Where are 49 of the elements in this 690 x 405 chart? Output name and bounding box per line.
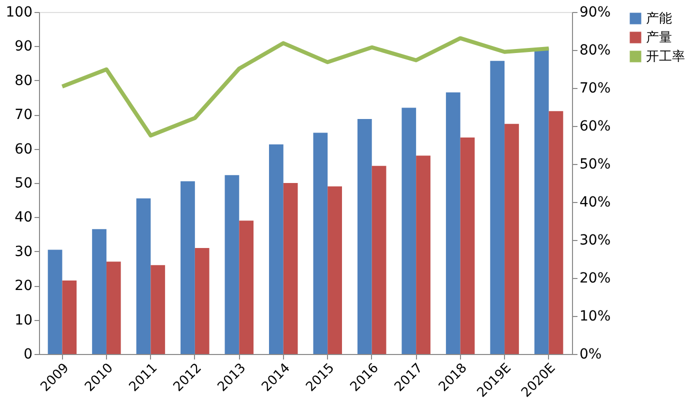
- legend-label: 产能: [646, 12, 672, 26]
- bar: [328, 186, 342, 354]
- y2-tick-label: 80%: [580, 42, 611, 58]
- bar: [372, 166, 386, 354]
- y-tick-label: 30: [14, 244, 32, 260]
- y2-tick-label: 20%: [580, 270, 611, 286]
- bar: [92, 229, 106, 354]
- legend-label: 产量: [646, 30, 672, 46]
- y2-tick-label: 30%: [580, 232, 611, 248]
- y2-tick-label: 50%: [580, 156, 611, 172]
- bar: [416, 156, 430, 354]
- y2-tick-label: 0%: [580, 346, 602, 362]
- bar: [239, 220, 254, 354]
- bar: [194, 248, 210, 354]
- bar: [48, 250, 62, 354]
- bar: [460, 138, 475, 354]
- y-tick-label: 80: [14, 72, 32, 89]
- bar: [106, 262, 121, 354]
- bar: [180, 181, 195, 354]
- bar: [313, 132, 328, 354]
- y-tick-label: 100: [6, 4, 32, 20]
- y2-tick-label: 60%: [580, 118, 611, 134]
- bar: [136, 198, 151, 354]
- y-tick-label: 50: [14, 176, 32, 192]
- y2-tick-label: 10%: [580, 308, 611, 324]
- y2-tick-label: 40%: [580, 194, 611, 210]
- y-tick-label: 20: [14, 278, 32, 294]
- y-tick-label: 40: [14, 210, 32, 226]
- bar: [548, 111, 564, 354]
- bar: [490, 60, 505, 354]
- legend-label: 开工率: [646, 48, 685, 64]
- bar: [446, 92, 460, 354]
- bar: [150, 265, 166, 354]
- bar: [283, 183, 298, 354]
- bar: [357, 119, 372, 354]
- y-tick-label: 10: [14, 312, 32, 328]
- y-tick-label: 90: [14, 38, 32, 55]
- y-tick-label: 70: [14, 107, 32, 124]
- y2-tick-label: 70%: [580, 80, 611, 96]
- bar: [224, 175, 240, 354]
- y-tick-label: 0: [24, 346, 32, 362]
- bar: [62, 280, 77, 354]
- line-series: [60, 36, 551, 138]
- bar: [534, 48, 549, 354]
- bar: [269, 144, 284, 354]
- y-tick-label: 60: [14, 141, 32, 158]
- bar: [402, 108, 416, 354]
- y2-tick-label: 90%: [580, 4, 611, 20]
- bar: [504, 124, 519, 354]
